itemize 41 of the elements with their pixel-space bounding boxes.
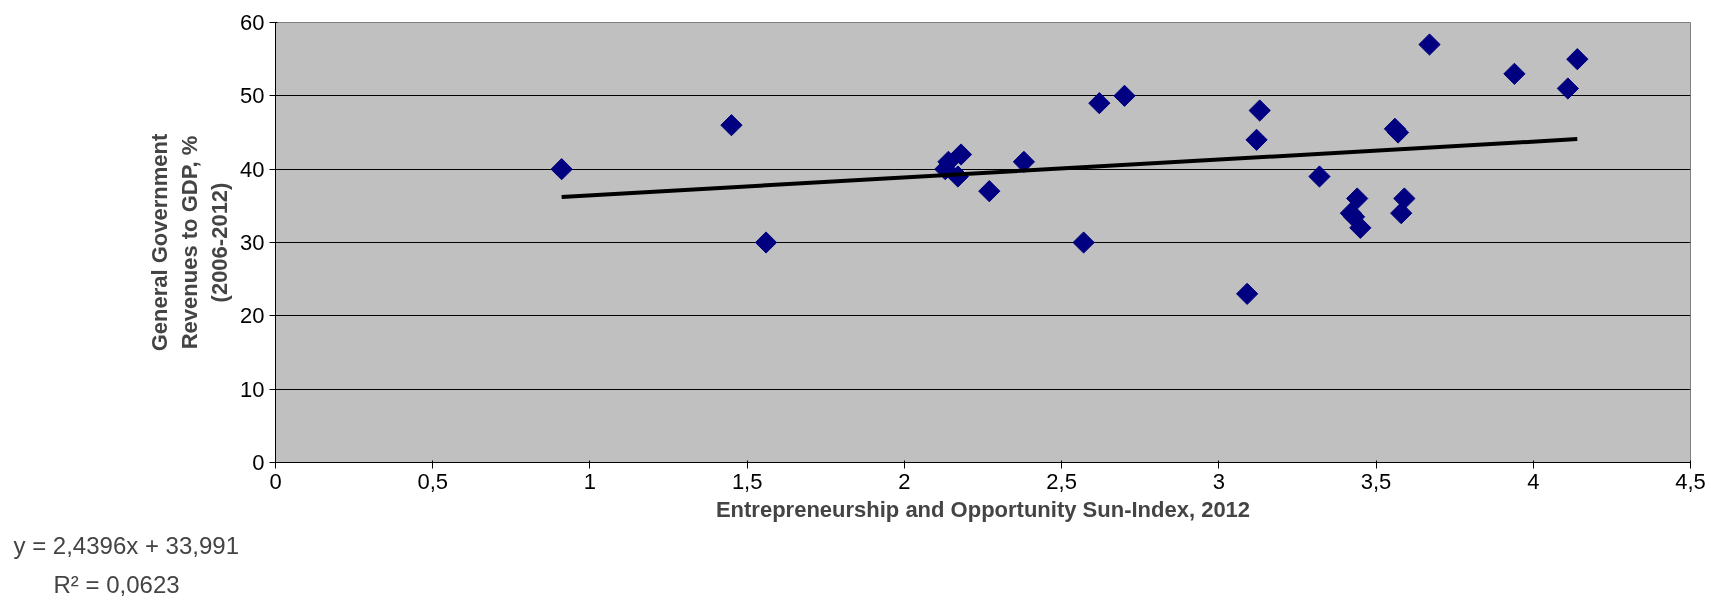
point	[1072, 231, 1095, 254]
x-tick-label: 3	[1212, 468, 1225, 494]
point	[1556, 77, 1579, 100]
point	[550, 158, 573, 181]
y-axis-title: General Government Revenues to GDP, % (2006-2012)	[147, 133, 233, 352]
point	[1308, 165, 1331, 188]
y-tick-label: 10	[240, 376, 265, 402]
point	[1088, 92, 1111, 115]
point	[754, 231, 778, 254]
x-axis-title: Entrepreneurship and Opportunity Sun-Index, 2012	[715, 496, 1251, 522]
point	[1113, 84, 1136, 107]
point	[1245, 128, 1268, 151]
y-tick-label: 50	[240, 83, 265, 109]
point	[1390, 202, 1413, 225]
point	[1393, 187, 1416, 210]
point	[1349, 216, 1372, 239]
y-tick-label: 30	[240, 230, 265, 255]
x-tick-label: 3,5	[1360, 468, 1392, 494]
point	[1503, 62, 1526, 85]
text: R² = 0,0623	[53, 570, 180, 598]
x-tick-label: 2,5	[1046, 468, 1077, 494]
point	[1566, 48, 1589, 71]
point	[1418, 33, 1441, 56]
x-tick-label: 2	[898, 468, 911, 494]
x-tick-label: 0,5	[417, 468, 449, 494]
x-tick-label: 1	[583, 468, 597, 494]
x-tick-label: 4	[1527, 468, 1540, 494]
point	[949, 143, 973, 166]
x-tick-label: 0	[269, 468, 282, 494]
point	[1236, 282, 1259, 305]
point	[1346, 187, 1369, 210]
point	[1248, 99, 1271, 122]
y-tick-label: 0	[252, 450, 265, 475]
point	[978, 180, 1001, 203]
point	[720, 114, 743, 137]
text: y = 2,4396x + 33,991	[13, 531, 240, 559]
y-tick-label: 20	[240, 303, 265, 329]
y-tick-label: 60	[240, 10, 265, 35]
y-tick-label: 40	[240, 156, 265, 182]
x-tick-label: 1,5	[731, 468, 763, 494]
x-tick-label: 4,5	[1675, 468, 1706, 494]
